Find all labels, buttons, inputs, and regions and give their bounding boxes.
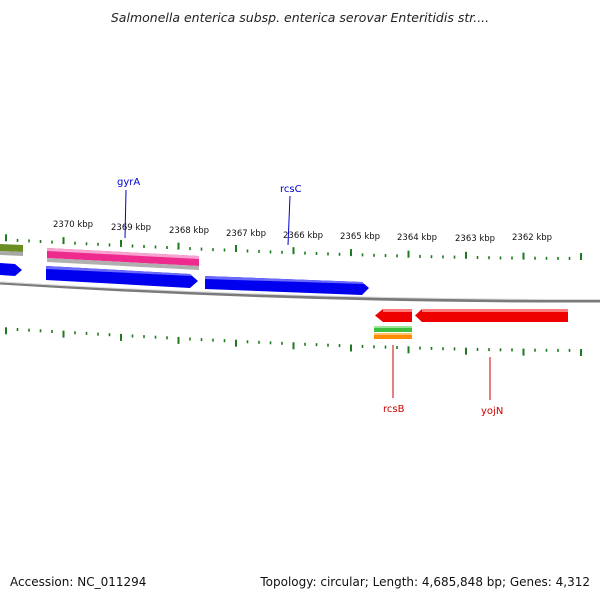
gene-label-yojN: yojN bbox=[481, 406, 503, 417]
map-title: Salmonella enterica subsp. enterica sero… bbox=[110, 10, 490, 25]
scale-label: 2367 kbp bbox=[226, 229, 266, 239]
scale-label: 2364 kbp bbox=[397, 233, 437, 243]
gene-label-gyrA: gyrA bbox=[117, 177, 140, 188]
reverse-cds-yojN bbox=[415, 309, 568, 322]
genome-backbone bbox=[0, 281, 600, 303]
gyrA-leader bbox=[124, 189, 127, 239]
gene-label-rcsB: rcsB bbox=[383, 404, 405, 415]
misc-feature-orange bbox=[374, 333, 412, 339]
accession-text: Accession: NC_011294 bbox=[10, 575, 147, 589]
forward-cds-gyrA bbox=[46, 266, 198, 288]
genome-summary-text: Topology: circular; Length: 4,685,848 bp… bbox=[260, 575, 590, 589]
misc-feature-left bbox=[0, 244, 23, 256]
scale-label: 2365 kbp bbox=[340, 232, 380, 242]
scale-label: 2366 kbp bbox=[283, 231, 323, 241]
forward-cds-1 bbox=[0, 263, 22, 276]
misc-feature-green bbox=[374, 326, 412, 332]
reverse-cds-rcsB bbox=[375, 309, 412, 322]
rcsC-leader bbox=[287, 195, 291, 246]
scale-label: 2363 kbp bbox=[455, 234, 495, 244]
gene-label-rcsC: rcsC bbox=[280, 184, 302, 195]
scale-label: 2370 kbp bbox=[53, 220, 93, 230]
scale-labels: 2370 kbp 2369 kbp 2368 kbp 2367 kbp 2366… bbox=[53, 220, 552, 244]
scale-ticks-top bbox=[5, 234, 582, 260]
scale-label: 2368 kbp bbox=[169, 226, 209, 236]
scale-label: 2362 kbp bbox=[512, 233, 552, 243]
scale-label: 2369 kbp bbox=[111, 223, 151, 233]
scale-ticks-bottom bbox=[5, 327, 582, 356]
rna-feature bbox=[47, 248, 199, 270]
forward-cds-rcsC bbox=[205, 276, 369, 295]
